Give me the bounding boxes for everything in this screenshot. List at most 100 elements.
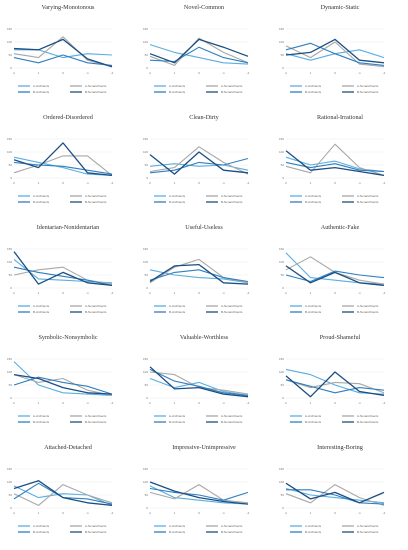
x-tick-label: 2 (285, 511, 287, 515)
y-tick-label: 0 (10, 396, 12, 400)
y-tick-label: 100 (7, 150, 12, 154)
x-tick-label: -1 (222, 181, 225, 185)
legend-label: A-Architects (305, 414, 322, 418)
legend-label: A-Nonarchitects (85, 524, 107, 528)
y-tick-label: 0 (146, 396, 148, 400)
x-tick-label: -1 (358, 291, 361, 295)
y-tick-label: 50 (9, 163, 13, 167)
series-line (13, 480, 113, 507)
y-tick-label: 150 (143, 247, 148, 251)
series-line (149, 157, 249, 174)
legend-label: B-Nonarchitects (85, 90, 107, 94)
x-tick-label: 2 (13, 401, 15, 405)
y-tick-label: 150 (279, 137, 284, 141)
chart-title: Proud-Shameful (320, 334, 361, 341)
y-tick-label: 0 (146, 286, 148, 290)
x-tick-label: 0 (198, 181, 200, 185)
x-tick-label: -2 (383, 181, 386, 185)
chart-panel: Interesting-Boring 0 50 100 150 2 1 0 -1 -2 A-Arch… (272, 440, 408, 550)
y-tick-label: 0 (282, 176, 284, 180)
x-tick-label: 0 (198, 511, 200, 515)
series-line (13, 266, 113, 285)
chart-panel: Clean-Dirty 0 50 100 150 2 1 0 -1 -2 A-Architects A… (136, 110, 272, 220)
y-tick-label: 150 (143, 357, 148, 361)
legend-label: B-Architects (305, 310, 322, 314)
legend-label: A-Architects (169, 524, 186, 528)
series-line (13, 155, 113, 176)
x-tick-label: 0 (198, 401, 200, 405)
chart-panel: Rational-Irrational 0 50 100 150 2 1 0 -1 -2 A-Arc… (272, 110, 408, 220)
chart-title: Symbolic-Nonsymbolic (38, 334, 97, 341)
chart-title: Impressive-Unimpressive (172, 444, 236, 451)
chart-panel: Valuable-Worthless 0 50 100 150 2 1 0 -1 -2 A-Arch… (136, 330, 272, 440)
chart-svg: Symbolic-Nonsymbolic 0 50 100 150 2 1 0 -1 -2 A-Ar… (7, 334, 114, 424)
x-tick-label: 0 (62, 401, 64, 405)
legend-label: A-Architects (169, 414, 186, 418)
x-tick-label: 0 (62, 511, 64, 515)
x-tick-label: 2 (13, 291, 15, 295)
legend-label: A-Nonarchitects (85, 194, 107, 198)
y-tick-label: 50 (145, 493, 149, 497)
chart-panel: Authentic-Fake 0 50 100 150 2 1 0 -1 -2 A-Architec… (272, 220, 408, 330)
legend-label: B-Architects (33, 200, 50, 204)
x-tick-label: -1 (358, 71, 361, 75)
series-line (149, 269, 249, 283)
x-tick-label: -1 (222, 401, 225, 405)
series-line (149, 37, 249, 66)
y-tick-label: 100 (279, 370, 284, 374)
x-tick-label: -1 (86, 291, 89, 295)
x-tick-label: -2 (111, 71, 114, 75)
y-tick-label: 150 (7, 137, 12, 141)
y-tick-label: 50 (145, 163, 149, 167)
legend-label: A-Architects (169, 304, 186, 308)
chart-svg: Useful-Useless 0 50 100 150 2 1 0 -1 -2 A-Architec… (143, 224, 250, 314)
x-tick-label: 2 (285, 181, 287, 185)
x-tick-label: -2 (247, 511, 250, 515)
x-tick-label: 1 (174, 401, 176, 405)
series-line (149, 484, 249, 504)
x-tick-label: -1 (358, 401, 361, 405)
legend-label: A-Nonarchitects (221, 414, 243, 418)
y-tick-label: 0 (282, 286, 284, 290)
y-tick-label: 150 (143, 467, 148, 471)
x-tick-label: -2 (383, 291, 386, 295)
legend-label: B-Architects (169, 200, 186, 204)
series-line (149, 485, 249, 505)
chart-svg: Novel-Common 0 50 100 150 2 1 0 -1 -2 A-Architects… (143, 4, 250, 94)
x-tick-label: -1 (358, 181, 361, 185)
series-line (285, 150, 385, 177)
legend-label: A-Nonarchitects (221, 84, 243, 88)
legend-label: A-Nonarchitects (85, 304, 107, 308)
y-tick-label: 50 (9, 493, 13, 497)
series-line (149, 263, 249, 285)
legend-label: A-Architects (305, 194, 322, 198)
chart-svg: Valuable-Worthless 0 50 100 150 2 1 0 -1 -2 A-Arch… (143, 334, 250, 424)
series-line (285, 156, 385, 173)
x-tick-label: -2 (383, 511, 386, 515)
chart-panel: Varying-Monotonous 0 50 100 150 2 1 0 -1 -2 A-Arch… (0, 0, 136, 110)
chart-title: Valuable-Worthless (180, 334, 229, 341)
legend-label: A-Nonarchitects (221, 194, 243, 198)
x-tick-label: 1 (310, 511, 312, 515)
legend-label: A-Architects (33, 414, 50, 418)
x-tick-label: -2 (383, 401, 386, 405)
x-tick-label: 1 (174, 511, 176, 515)
y-tick-label: 100 (7, 480, 12, 484)
y-tick-label: 100 (7, 370, 12, 374)
legend-label: A-Architects (33, 194, 50, 198)
legend-label: B-Nonarchitects (221, 310, 243, 314)
x-tick-label: 1 (38, 291, 40, 295)
series-line (13, 156, 113, 176)
x-tick-label: -2 (247, 181, 250, 185)
y-tick-label: 50 (9, 53, 13, 57)
y-tick-label: 150 (279, 357, 284, 361)
y-tick-label: 150 (143, 27, 148, 31)
y-tick-label: 100 (143, 40, 148, 44)
series-line (149, 371, 249, 395)
y-tick-label: 50 (145, 273, 149, 277)
legend-label: B-Architects (169, 530, 186, 534)
x-tick-label: -2 (247, 71, 250, 75)
x-tick-label: 2 (149, 401, 151, 405)
chart-svg: Identarian-Nonidentarian 0 50 100 150 2 1 0 -1 -2… (7, 224, 114, 314)
